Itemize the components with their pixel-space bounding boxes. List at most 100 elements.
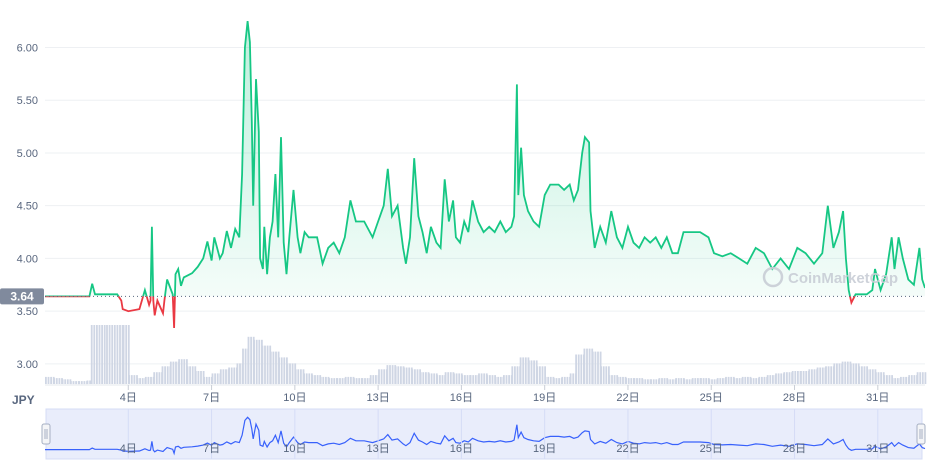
navigator[interactable]: 4日 7日 10日 13日 16日 19日 22日 25日 28日 31日 bbox=[41, 408, 926, 460]
navigator-x-tick-label: 10日 bbox=[283, 443, 306, 455]
volume-bar bbox=[425, 372, 427, 384]
volume-bar bbox=[871, 369, 874, 385]
volume-bar bbox=[555, 378, 558, 384]
volume-bar bbox=[716, 378, 719, 384]
volume-bar bbox=[613, 375, 616, 384]
y-tick-label: 4.50 bbox=[17, 201, 38, 213]
volume-bar bbox=[441, 375, 444, 384]
volume-bar bbox=[658, 378, 661, 384]
volume-bar bbox=[136, 378, 139, 384]
volume-bar bbox=[55, 378, 58, 384]
volume-bar bbox=[727, 376, 730, 384]
y-tick-label: 3.00 bbox=[17, 359, 38, 371]
x-tick-label: 10日 bbox=[283, 392, 306, 404]
volume-bar bbox=[625, 378, 627, 384]
volume-bar bbox=[533, 360, 535, 384]
volume-bar bbox=[566, 376, 569, 384]
volume-bar bbox=[863, 366, 866, 384]
volume-bar bbox=[305, 373, 308, 384]
x-tick-label: 4日 bbox=[120, 392, 137, 404]
volume-bar bbox=[602, 366, 605, 384]
volume-bar bbox=[66, 379, 69, 384]
x-tick-label: 7日 bbox=[203, 392, 220, 404]
volume-bar bbox=[866, 369, 869, 385]
volume-bar bbox=[738, 378, 741, 384]
volume-bar bbox=[575, 354, 577, 384]
volume-bar bbox=[497, 376, 500, 384]
volume-bar bbox=[691, 378, 694, 384]
volume-bar bbox=[369, 375, 372, 384]
y-tick-label: 4.00 bbox=[17, 253, 38, 265]
volume-bar bbox=[766, 375, 769, 384]
volume-bar bbox=[888, 375, 891, 384]
volume-bar bbox=[322, 376, 325, 384]
volume-bar bbox=[761, 376, 763, 384]
volume-bar bbox=[250, 336, 252, 384]
volume-bar bbox=[563, 376, 566, 384]
volume-bar bbox=[405, 367, 408, 384]
volume-bar bbox=[416, 369, 419, 385]
volume-bar bbox=[794, 371, 797, 384]
volume-bar bbox=[569, 373, 572, 384]
volume-bar bbox=[638, 378, 641, 384]
volume-bar bbox=[577, 354, 580, 384]
volume-bar bbox=[919, 372, 922, 384]
volume-bar bbox=[70, 381, 72, 385]
volume-bar bbox=[121, 325, 124, 384]
volume-bar bbox=[111, 325, 114, 384]
volume-bar bbox=[47, 376, 50, 384]
x-tick-label: 13日 bbox=[366, 392, 389, 404]
volume-bar bbox=[875, 372, 877, 384]
volume-bar bbox=[841, 361, 844, 384]
volume-bar bbox=[519, 357, 522, 384]
volume-bar bbox=[141, 378, 144, 384]
volume-bar bbox=[414, 369, 416, 385]
volume-bar bbox=[130, 375, 133, 384]
volume-bar bbox=[913, 375, 916, 384]
volume-bar bbox=[219, 369, 222, 385]
volume-bar bbox=[372, 375, 375, 384]
volume-bar bbox=[516, 366, 519, 384]
volume-bar bbox=[119, 325, 121, 384]
volume-bar bbox=[439, 375, 441, 384]
volume-bar bbox=[430, 373, 433, 384]
navigator-left-handle[interactable] bbox=[41, 423, 51, 445]
volume-bar bbox=[722, 378, 724, 384]
volume-bar bbox=[183, 359, 186, 384]
navigator-right-handle[interactable] bbox=[916, 423, 926, 445]
volume-bar bbox=[411, 369, 414, 385]
volume-bar bbox=[819, 367, 822, 384]
navigator-line bbox=[45, 416, 926, 456]
volume-bar bbox=[777, 373, 780, 384]
x-axis-ticks: 4日 7日 10日 13日 16日 19日 22日 25日 28日 31日 bbox=[120, 385, 889, 404]
volume-bar bbox=[389, 365, 391, 384]
volume-bar bbox=[341, 378, 344, 384]
volume-bar bbox=[453, 373, 455, 384]
volume-bar bbox=[419, 372, 422, 384]
volume-bar bbox=[830, 366, 833, 384]
volume-bar bbox=[683, 379, 686, 384]
volume-bar bbox=[78, 381, 81, 385]
volume-bar bbox=[428, 373, 430, 384]
volume-bar bbox=[139, 378, 141, 384]
volume-bar bbox=[616, 376, 619, 384]
volume-bar bbox=[103, 325, 106, 384]
volume-bar bbox=[480, 373, 483, 384]
volume-bar bbox=[808, 369, 811, 385]
volume-bar bbox=[583, 348, 586, 384]
volume-bar bbox=[89, 380, 91, 384]
volume-bar bbox=[161, 366, 164, 384]
navigator-x-tick-label: 25日 bbox=[700, 443, 723, 455]
y-axis-ticks: 6.00 5.50 5.00 4.50 4.00 3.50 3.00 bbox=[17, 42, 38, 370]
volume-bar bbox=[719, 378, 722, 384]
volume-bar bbox=[208, 376, 211, 384]
volume-bar bbox=[200, 371, 202, 384]
volume-bar bbox=[741, 376, 744, 384]
volume-bar bbox=[278, 357, 280, 384]
volume-bar bbox=[530, 360, 533, 384]
volume-bar bbox=[113, 325, 116, 384]
volume-bar bbox=[850, 363, 852, 384]
volume-bar bbox=[344, 376, 347, 384]
volume-bar bbox=[297, 369, 300, 385]
volume-bar bbox=[90, 325, 93, 384]
